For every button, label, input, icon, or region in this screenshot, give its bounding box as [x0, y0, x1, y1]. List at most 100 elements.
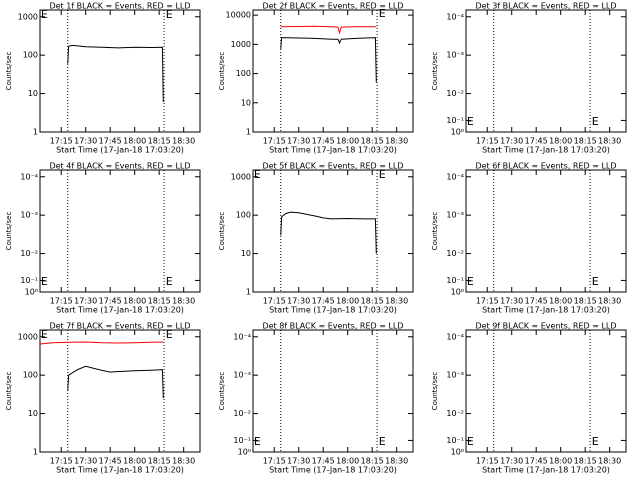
annotation: E — [166, 328, 173, 341]
x-tick-label: 17:15 — [263, 137, 286, 146]
x-tick-label: 18:30 — [598, 137, 621, 146]
y-tick-label: 100 — [23, 51, 38, 60]
series-line — [39, 341, 164, 345]
y-axis-label: Counts/sec — [431, 212, 439, 251]
panel: Det 3f BLACK = Events, RED = LLD 10⁰ 10⁻¹ 1… — [431, 2, 627, 155]
y-tick-label: 10 — [241, 249, 251, 258]
y-tick-label: 10⁻³ — [233, 371, 251, 380]
x-tick-label: 17:45 — [525, 457, 548, 466]
annotation: E — [467, 275, 474, 288]
y-tick-label: 1000 — [231, 40, 251, 49]
panel-title: Det 1f BLACK = Events, RED = LLD — [49, 2, 190, 11]
panel: Det 2f BLACK = Events, RED = LLD 1 10 100 10… — [218, 2, 414, 155]
y-tick-label: 10⁻¹ — [233, 436, 251, 445]
y-axis-label: Counts/sec — [5, 52, 13, 91]
y-tick-label: 10⁻¹ — [446, 436, 464, 445]
x-tick-label: 17:45 — [99, 137, 122, 146]
x-tick-label: 17:30 — [74, 297, 97, 306]
panel-title: Det 2f BLACK = Events, RED = LLD — [262, 2, 403, 11]
y-tick-label: 10⁻² — [233, 409, 251, 418]
y-tick-label: 10⁻² — [446, 409, 464, 418]
y-tick-label: 1 — [33, 448, 38, 457]
x-tick-label: 18:00 — [123, 137, 146, 146]
annotation: E — [254, 435, 261, 448]
x-tick-label: 17:45 — [312, 297, 335, 306]
x-tick-label: 18:00 — [123, 457, 146, 466]
y-axis-label: Counts/sec — [218, 52, 226, 91]
y-tick-label: 1000 — [231, 172, 251, 181]
series-line — [280, 25, 377, 35]
x-tick-label: 18:30 — [598, 457, 621, 466]
annotation: E — [41, 275, 48, 288]
x-tick-label: 18:15 — [361, 137, 384, 146]
annotation: E — [379, 168, 386, 181]
x-tick-label: 18:15 — [148, 137, 171, 146]
x-axis-label: Start Time (17-Jan-18 17:03:20) — [482, 466, 610, 475]
x-tick-label: 18:15 — [361, 297, 384, 306]
series-line — [67, 44, 164, 103]
panel-title: Det 5f BLACK = Events, RED = LLD — [262, 162, 403, 171]
plot-frame — [465, 9, 627, 133]
x-axis-label: Start Time (17-Jan-18 17:03:20) — [56, 466, 184, 475]
x-tick-label: 17:45 — [99, 297, 122, 306]
y-tick-label: 10000 — [226, 11, 251, 20]
x-tick-label: 17:30 — [500, 297, 523, 306]
x-tick-label: 18:00 — [336, 457, 359, 466]
plot-frame — [252, 9, 414, 133]
y-tick-label: 10⁻³ — [446, 211, 464, 220]
y-tick-label: 10⁰ — [451, 128, 464, 137]
y-tick-label: 1 — [246, 288, 251, 297]
x-tick-label: 18:15 — [148, 297, 171, 306]
annotation: E — [592, 115, 599, 128]
panel: Det 8f BLACK = Events, RED = LLD 10⁰ 10⁻¹ 1… — [218, 322, 414, 475]
y-tick-label: 10⁻² — [20, 249, 38, 258]
x-tick-label: 17:15 — [476, 457, 499, 466]
panel: Det 1f BLACK = Events, RED = LLD 1 10 100 10… — [5, 2, 201, 155]
y-axis-label: Counts/sec — [218, 212, 226, 251]
y-tick-label: 10⁰ — [25, 288, 38, 297]
y-tick-label: 1000 — [18, 12, 38, 21]
x-tick-label: 17:30 — [500, 457, 523, 466]
x-tick-label: 18:30 — [385, 297, 408, 306]
panel-title: Det 7f BLACK = Events, RED = LLD — [49, 322, 190, 331]
panel: Det 9f BLACK = Events, RED = LLD 10⁰ 10⁻¹ 1… — [431, 322, 627, 475]
plot-frame — [39, 9, 201, 133]
x-tick-label: 17:45 — [525, 297, 548, 306]
x-axis-label: Start Time (17-Jan-18 17:03:20) — [269, 146, 397, 155]
x-tick-label: 17:30 — [74, 457, 97, 466]
y-tick-label: 100 — [236, 69, 251, 78]
x-tick-label: 17:15 — [50, 137, 73, 146]
x-tick-label: 18:30 — [598, 297, 621, 306]
x-tick-label: 18:00 — [336, 137, 359, 146]
x-tick-label: 17:45 — [312, 137, 335, 146]
x-tick-label: 17:30 — [287, 297, 310, 306]
x-tick-label: 18:15 — [361, 457, 384, 466]
plot-frame — [465, 169, 627, 293]
panel: Det 5f BLACK = Events, RED = LLD 1 10 100 10… — [218, 162, 414, 315]
annotation: E — [592, 275, 599, 288]
x-tick-label: 18:15 — [574, 457, 597, 466]
y-tick-label: 10⁻² — [446, 249, 464, 258]
annotation: E — [41, 8, 48, 21]
y-tick-label: 10⁻¹ — [446, 116, 464, 125]
y-axis-label: Counts/sec — [5, 212, 13, 251]
y-tick-label: 100 — [236, 211, 251, 220]
panel-title: Det 4f BLACK = Events, RED = LLD — [49, 162, 190, 171]
x-tick-label: 17:15 — [50, 297, 73, 306]
panel: Det 7f BLACK = Events, RED = LLD 1 10 100 10… — [5, 322, 201, 475]
y-tick-label: 10⁻³ — [446, 371, 464, 380]
y-tick-label: 10 — [28, 89, 38, 98]
x-tick-label: 18:15 — [148, 457, 171, 466]
x-axis-label: Start Time (17-Jan-18 17:03:20) — [56, 306, 184, 315]
plot-frame — [39, 169, 201, 293]
x-tick-label: 17:30 — [500, 137, 523, 146]
annotation: E — [166, 8, 173, 21]
plot-frame — [39, 329, 201, 453]
plot-frame — [465, 329, 627, 453]
annotation: E — [166, 275, 173, 288]
y-tick-label: 10 — [28, 409, 38, 418]
y-tick-label: 10⁰ — [451, 288, 464, 297]
y-tick-label: 10⁻³ — [446, 51, 464, 60]
x-tick-label: 17:30 — [287, 137, 310, 146]
